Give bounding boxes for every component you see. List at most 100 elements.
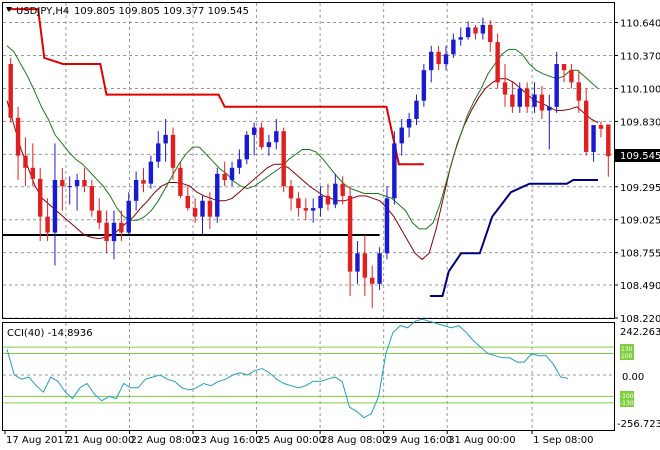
candle-bear bbox=[23, 155, 28, 168]
candle-bull bbox=[517, 88, 522, 107]
candle-bull bbox=[156, 143, 161, 162]
candle-bull bbox=[406, 118, 412, 128]
candle-bull bbox=[163, 134, 168, 144]
candle-bear bbox=[178, 167, 183, 196]
candle-bull bbox=[244, 134, 249, 160]
candle-bull bbox=[465, 27, 471, 38]
candle-bear bbox=[82, 180, 87, 187]
candle-bull bbox=[451, 39, 456, 55]
candle-bear bbox=[97, 210, 102, 223]
cci-line bbox=[6, 318, 569, 419]
cci-levels bbox=[3, 346, 614, 404]
candle-bull bbox=[384, 198, 390, 254]
candle-bull bbox=[318, 195, 323, 209]
x-tick-label: 29 Aug 16:00 bbox=[385, 435, 452, 446]
candle-bear bbox=[488, 24, 493, 43]
stop-line-blue bbox=[430, 179, 598, 297]
x-tick-label: 21 Aug 00:00 bbox=[67, 435, 134, 446]
cci-level-tags: 130 100 -100 -130 bbox=[620, 344, 634, 407]
y-tick-label: 108.490 bbox=[620, 281, 660, 292]
candle-bull bbox=[200, 200, 205, 217]
candle-bear bbox=[347, 195, 353, 272]
candle-bear bbox=[576, 82, 582, 101]
candle-bear bbox=[502, 82, 508, 95]
x-tick-label: 25 Aug 00:00 bbox=[258, 435, 325, 446]
y-tick-label: 109.025 bbox=[620, 216, 660, 227]
candle-bear bbox=[185, 195, 190, 209]
candle-bear bbox=[303, 208, 309, 211]
y-tick-label: 110.100 bbox=[620, 84, 660, 95]
candle-bear bbox=[569, 70, 574, 83]
cci-level-minus100-label: -100 bbox=[620, 393, 634, 400]
cci-level-130-label: 130 bbox=[621, 346, 633, 353]
y-tick-label: 109.295 bbox=[620, 183, 660, 194]
candle-bear bbox=[141, 180, 146, 184]
candle-bull bbox=[237, 159, 242, 168]
candle-bull bbox=[67, 186, 72, 188]
x-tick-label: 31 Aug 00:00 bbox=[448, 435, 515, 446]
y-tick-label: 110.370 bbox=[620, 52, 660, 63]
candle-bull bbox=[148, 161, 154, 184]
candle-bear bbox=[370, 277, 375, 284]
candle-bear bbox=[288, 186, 294, 199]
y-tick-label: 110.640 bbox=[620, 19, 660, 30]
candle-bear bbox=[89, 186, 95, 211]
candle-bull bbox=[266, 142, 272, 148]
y-tick-label: 108.755 bbox=[620, 249, 660, 260]
cci-level-minus130-label: -130 bbox=[620, 400, 634, 407]
candle-bull bbox=[333, 183, 338, 205]
candle-bear bbox=[606, 124, 611, 157]
x-tick-label: 22 Aug 08:00 bbox=[130, 435, 197, 446]
candle-bear bbox=[539, 94, 545, 111]
candle-bear bbox=[222, 173, 227, 181]
candle-bull bbox=[310, 208, 316, 211]
candle-bull bbox=[458, 37, 463, 40]
cci-level-100-label: 100 bbox=[621, 353, 633, 360]
candle-bull bbox=[111, 222, 117, 242]
candle-bear bbox=[561, 64, 567, 71]
candle-bear bbox=[259, 127, 264, 148]
candle-bull bbox=[547, 106, 552, 111]
price-tag: 109.545 bbox=[614, 149, 660, 162]
candle-bear bbox=[281, 131, 286, 187]
candle-bull bbox=[443, 54, 449, 65]
candle-bull bbox=[355, 253, 360, 272]
candle-bear bbox=[362, 253, 368, 278]
candle-bull bbox=[133, 180, 139, 201]
candle-bear bbox=[207, 200, 213, 217]
symbol-label: USDJPY,H4 bbox=[16, 6, 69, 17]
y-tick-label: 109.830 bbox=[620, 117, 660, 128]
stop-line-red bbox=[7, 8, 424, 166]
candle-bear bbox=[37, 178, 43, 217]
chevron-down-icon[interactable] bbox=[6, 7, 12, 12]
grid bbox=[3, 3, 614, 430]
candle-bull bbox=[429, 51, 434, 71]
candle-bull bbox=[414, 100, 419, 119]
candle-bull bbox=[421, 70, 427, 101]
cci-level-tag-lower bbox=[620, 391, 634, 407]
candle-bear bbox=[119, 222, 124, 233]
cci-bottom-label: -256.7237 bbox=[617, 419, 660, 430]
candle-bull bbox=[377, 253, 382, 284]
candle-bull bbox=[554, 64, 559, 107]
header: USDJPY,H4 109.805 109.805 109.377 109.54… bbox=[6, 6, 249, 17]
candle-bear bbox=[325, 195, 331, 205]
candle-bear bbox=[495, 42, 500, 83]
candle-bear bbox=[296, 198, 301, 209]
candle-bear bbox=[170, 134, 176, 168]
candle-bull bbox=[126, 200, 131, 233]
candle-bear bbox=[192, 208, 198, 217]
candle-bull bbox=[532, 94, 537, 107]
candle-bear bbox=[340, 183, 345, 196]
candle-bear bbox=[524, 88, 530, 107]
candle-bear bbox=[473, 27, 478, 34]
candle-bear bbox=[598, 125, 604, 129]
indicator-label: CCI(40) -14.8936 bbox=[7, 328, 93, 339]
indicator-panel-frame bbox=[2, 322, 615, 431]
candle-bull bbox=[251, 127, 257, 135]
candle-bull bbox=[274, 131, 279, 143]
candle-bear bbox=[510, 94, 515, 107]
candle-bull bbox=[229, 167, 235, 181]
candle-bull bbox=[74, 180, 80, 187]
